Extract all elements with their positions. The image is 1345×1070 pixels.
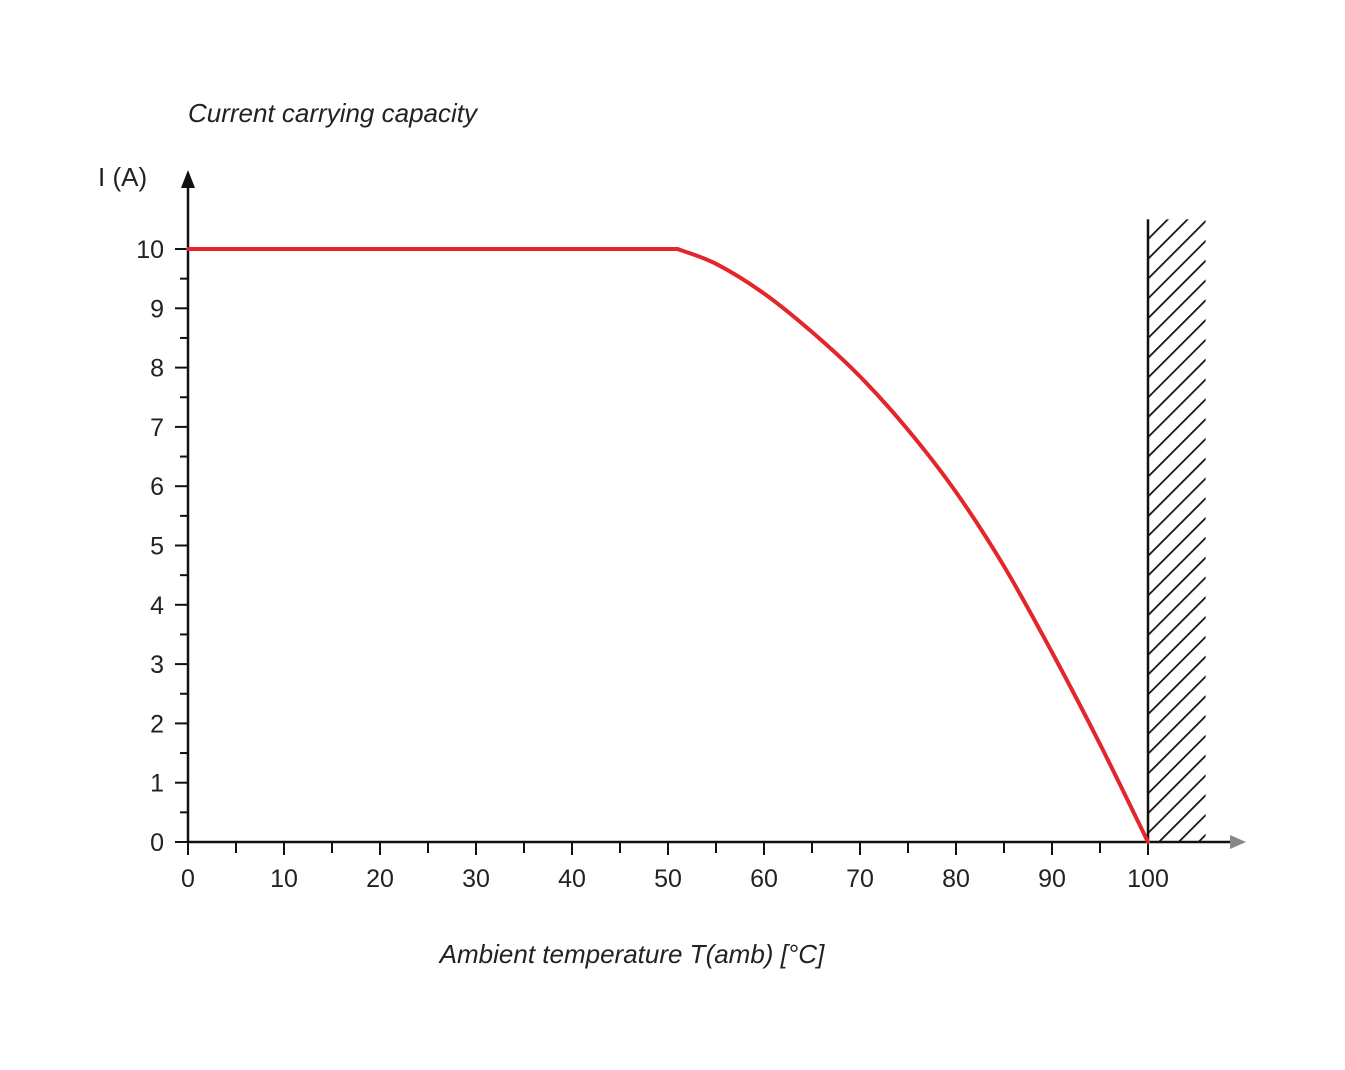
x-tick-label: 40 [558, 865, 586, 893]
y-tick-label: 4 [150, 592, 164, 620]
y-tick-label: 0 [150, 829, 164, 857]
y-tick-label: 5 [150, 533, 164, 561]
y-tick-label: 9 [150, 295, 164, 323]
x-tick-label: 30 [462, 865, 490, 893]
y-tick-label: 2 [150, 710, 164, 738]
y-tick-label: 1 [150, 770, 164, 798]
x-tick-label: 80 [942, 865, 970, 893]
y-tick-label: 8 [150, 355, 164, 383]
x-tick-label: 10 [270, 865, 298, 893]
plot-area: 0 10 20 30 40 50 60 70 80 90 100 0 1 2 3 4 5 6 7 8 9 10 [136, 170, 1246, 893]
y-tick-label: 7 [150, 414, 164, 442]
y-axis-label: I (A) [98, 162, 147, 192]
series-line [186, 247, 1150, 844]
x-axis-label: Ambient temperature T(amb) [°C] [438, 939, 825, 969]
y-tick-label: 10 [136, 236, 164, 264]
x-axis-arrow [1230, 835, 1246, 849]
y-tick-label: 3 [150, 651, 164, 679]
x-tick-label: 60 [750, 865, 778, 893]
hatched-region [1148, 219, 1206, 843]
chart-title: Current carrying capacity [188, 98, 479, 128]
x-tick-label: 70 [846, 865, 874, 893]
x-tick-label: 0 [181, 865, 195, 893]
x-tick-label: 50 [654, 865, 682, 893]
y-axis-arrow [181, 170, 195, 188]
y-tick-label: 6 [150, 473, 164, 501]
x-tick-label: 20 [366, 865, 394, 893]
x-tick-label: 90 [1038, 865, 1066, 893]
x-tick-label: 100 [1127, 865, 1169, 893]
